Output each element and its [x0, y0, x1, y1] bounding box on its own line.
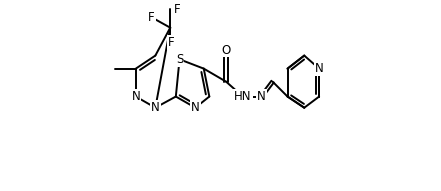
- Text: F: F: [168, 36, 175, 49]
- Text: N: N: [315, 62, 324, 75]
- Text: N: N: [257, 90, 266, 103]
- Text: N: N: [151, 101, 160, 114]
- Text: N: N: [191, 101, 200, 114]
- Text: HN: HN: [234, 90, 251, 103]
- Text: F: F: [173, 2, 180, 15]
- Text: F: F: [148, 11, 155, 24]
- Text: S: S: [176, 53, 183, 66]
- Text: O: O: [221, 44, 231, 57]
- Text: N: N: [131, 90, 140, 103]
